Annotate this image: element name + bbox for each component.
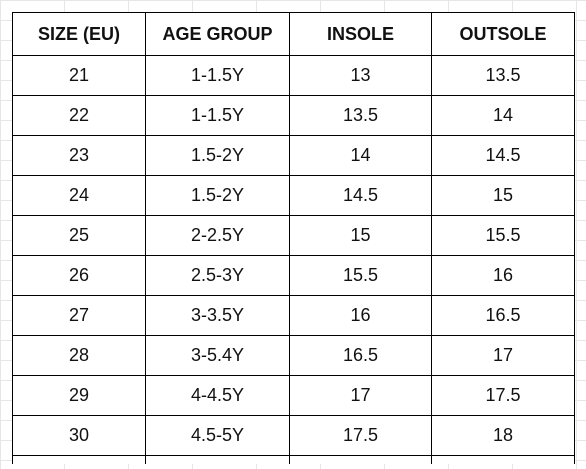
- cell-insole[interactable]: 15: [289, 215, 432, 256]
- cell-empty: [289, 455, 432, 464]
- cell-outsole[interactable]: 13.5: [431, 55, 575, 96]
- header-age-group[interactable]: AGE GROUP: [145, 12, 290, 56]
- cell-insole[interactable]: 14: [289, 135, 432, 176]
- cell-outsole[interactable]: 16.5: [431, 295, 575, 336]
- table-row: 30 4.5-5Y 17.5 18: [12, 415, 575, 456]
- table-row: 23 1.5-2Y 14 14.5: [12, 135, 575, 176]
- cell-insole[interactable]: 14.5: [289, 175, 432, 216]
- table-row: 25 2-2.5Y 15 15.5: [12, 215, 575, 256]
- cell-insole[interactable]: 17: [289, 375, 432, 416]
- table-row: 29 4-4.5Y 17 17.5: [12, 375, 575, 416]
- cell-outsole[interactable]: 17.5: [431, 375, 575, 416]
- header-row: SIZE (EU) AGE GROUP INSOLE OUTSOLE: [12, 12, 575, 56]
- cell-outsole[interactable]: 14.5: [431, 135, 575, 176]
- table-row: 21 1-1.5Y 13 13.5: [12, 55, 575, 96]
- cell-empty: [145, 455, 290, 464]
- cell-age-group[interactable]: 4.5-5Y: [145, 415, 290, 456]
- header-size-eu[interactable]: SIZE (EU): [12, 12, 146, 56]
- cell-insole[interactable]: 13.5: [289, 95, 432, 136]
- cell-size[interactable]: 29: [12, 375, 146, 416]
- cell-age-group[interactable]: 2-2.5Y: [145, 215, 290, 256]
- cell-empty: [431, 455, 575, 464]
- table-row: 26 2.5-3Y 15.5 16: [12, 255, 575, 296]
- table-row: 24 1.5-2Y 14.5 15: [12, 175, 575, 216]
- cell-insole[interactable]: 16: [289, 295, 432, 336]
- cell-empty: [12, 455, 146, 464]
- cell-outsole[interactable]: 16: [431, 255, 575, 296]
- cell-size[interactable]: 23: [12, 135, 146, 176]
- table-row-partial: [12, 455, 575, 464]
- cell-age-group[interactable]: 1-1.5Y: [145, 55, 290, 96]
- cell-size[interactable]: 27: [12, 295, 146, 336]
- cell-size[interactable]: 21: [12, 55, 146, 96]
- cell-age-group[interactable]: 1-1.5Y: [145, 95, 290, 136]
- cell-outsole[interactable]: 18: [431, 415, 575, 456]
- cell-size[interactable]: 22: [12, 95, 146, 136]
- table-row: 28 3-5.4Y 16.5 17: [12, 335, 575, 376]
- table-row: 22 1-1.5Y 13.5 14: [12, 95, 575, 136]
- cell-insole[interactable]: 15.5: [289, 255, 432, 296]
- cell-size[interactable]: 25: [12, 215, 146, 256]
- table-row: 27 3-3.5Y 16 16.5: [12, 295, 575, 336]
- shoe-size-table: SIZE (EU) AGE GROUP INSOLE OUTSOLE 21 1-…: [12, 12, 575, 464]
- cell-insole[interactable]: 13: [289, 55, 432, 96]
- cell-outsole[interactable]: 17: [431, 335, 575, 376]
- cell-outsole[interactable]: 14: [431, 95, 575, 136]
- cell-insole[interactable]: 16.5: [289, 335, 432, 376]
- cell-size[interactable]: 26: [12, 255, 146, 296]
- cell-size[interactable]: 30: [12, 415, 146, 456]
- cell-age-group[interactable]: 1.5-2Y: [145, 135, 290, 176]
- cell-outsole[interactable]: 15.5: [431, 215, 575, 256]
- header-insole[interactable]: INSOLE: [289, 12, 432, 56]
- cell-age-group[interactable]: 4-4.5Y: [145, 375, 290, 416]
- cell-age-group[interactable]: 2.5-3Y: [145, 255, 290, 296]
- cell-age-group[interactable]: 3-5.4Y: [145, 335, 290, 376]
- cell-outsole[interactable]: 15: [431, 175, 575, 216]
- cell-size[interactable]: 24: [12, 175, 146, 216]
- cell-insole[interactable]: 17.5: [289, 415, 432, 456]
- cell-age-group[interactable]: 3-3.5Y: [145, 295, 290, 336]
- header-outsole[interactable]: OUTSOLE: [431, 12, 575, 56]
- cell-age-group[interactable]: 1.5-2Y: [145, 175, 290, 216]
- cell-size[interactable]: 28: [12, 335, 146, 376]
